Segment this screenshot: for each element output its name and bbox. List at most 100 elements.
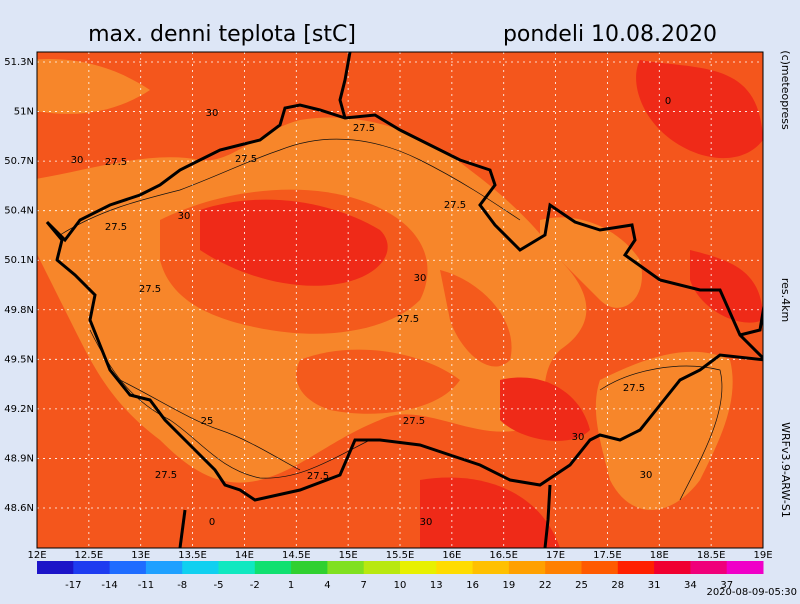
colorbar-label: 28 (611, 580, 624, 591)
lat-label: 50.7N (4, 156, 34, 167)
contour-label: 30 (414, 273, 427, 284)
colorbar-label: 31 (648, 580, 661, 591)
timestamp: 2020-08-09-05:30 (706, 587, 797, 598)
lat-label: 51.3N (4, 57, 34, 68)
colorbar-segment (581, 561, 619, 574)
colorbar-label: 22 (539, 580, 552, 591)
neighbor-borders (178, 52, 763, 548)
contour-label: 27.5 (623, 383, 645, 394)
lon-label: 18.5E (697, 550, 726, 561)
map-date: pondeli 10.08.2020 (503, 22, 717, 47)
map-title: max. denni teplota [stC] (88, 22, 356, 47)
contour-label: 0 (209, 517, 215, 528)
colorbar-label: -2 (250, 580, 260, 591)
colorbar-segment (654, 561, 691, 574)
contour-label: 30 (420, 517, 433, 528)
colorbar-segment (145, 561, 183, 574)
lon-label: 15.5E (386, 550, 415, 561)
model: WRFv3.9-ARW-S1 (779, 422, 792, 518)
contour-label: 30 (206, 108, 219, 119)
lon-label: 12E (27, 550, 46, 561)
colorbar-label: -17 (65, 580, 81, 591)
contour-label: 27.5 (307, 471, 329, 482)
colorbar-segment (218, 561, 256, 574)
contour-label: 27.5 (105, 157, 127, 168)
contour-label: 30 (178, 211, 191, 222)
contour-label: 25 (201, 416, 214, 427)
colorbar-segment (109, 561, 147, 574)
lat-label: 48.6N (4, 503, 34, 514)
contour-label: 27.5 (155, 470, 177, 481)
colorbar-segment (508, 561, 546, 574)
lon-label: 12.5E (75, 550, 104, 561)
lon-labels: 12E 12.5E 13E 13.5E 14E 14.5E 15E 15.5E 16E 16.5E… (27, 550, 772, 561)
colorbar-segment (327, 561, 365, 574)
temperature-field: 30 27.5 27.5 30 27.5 30 27.5 27.5 27.5 30 27.5 25 27… (37, 52, 763, 548)
contour-label: 27.5 (397, 314, 419, 325)
lon-label: 17.5E (593, 550, 622, 561)
colorbar-label: 25 (575, 580, 588, 591)
colorbar-segment (400, 561, 437, 574)
lon-label: 16E (442, 550, 461, 561)
colorbar-label: 19 (503, 580, 516, 591)
colorbar-label: -14 (101, 580, 117, 591)
colorbar-label: 10 (394, 580, 407, 591)
colorbar-segment (545, 561, 582, 574)
colorbar-segment (436, 561, 474, 574)
lon-label: 15E (339, 550, 358, 561)
lon-label: 13E (131, 550, 150, 561)
colorbar-label: 34 (684, 580, 697, 591)
colorbar-label: -11 (138, 580, 154, 591)
colorbar-segment (73, 561, 111, 574)
lon-label: 14.5E (282, 550, 311, 561)
lat-label: 49.8N (4, 305, 34, 316)
lon-label: 13.5E (178, 550, 207, 561)
lat-label: 50.1N (4, 255, 34, 266)
colorbar-label: 7 (361, 580, 367, 591)
contour-label: 27.5 (403, 416, 425, 427)
colorbar-segment (726, 561, 764, 574)
colorbar: -17 -14 -11 -8 -5 -2 1 4 7 10 13 16 19 22 25 28 31 34 37 (37, 561, 764, 591)
colorbar-label: 16 (466, 580, 479, 591)
colorbar-label: -8 (177, 580, 187, 591)
map-frame (36, 51, 764, 549)
colorbar-segment (690, 561, 728, 574)
colorbar-label: 4 (324, 580, 330, 591)
lat-label: 49.5N (4, 354, 34, 365)
contour-label: 30 (71, 155, 84, 166)
colorbar-segment (37, 561, 74, 574)
lon-label: 14E (235, 550, 254, 561)
country-border (45, 103, 763, 502)
contour-label: 27.5 (353, 123, 375, 134)
contour-label: 27.5 (139, 284, 161, 295)
lat-label: 50.4N (4, 206, 34, 217)
lon-label: 19E (753, 550, 772, 561)
contour-labels: 30 27.5 27.5 30 27.5 30 27.5 27.5 27.5 30 27.5 25 27… (71, 96, 672, 528)
colorbar-label: 37 (720, 580, 733, 591)
lon-label: 17E (546, 550, 565, 561)
lon-label: 16.5E (489, 550, 518, 561)
colorbar-segment (254, 561, 292, 574)
very-hot-area (200, 60, 763, 548)
contour-label: 27.5 (105, 222, 127, 233)
colorbar-label: -5 (214, 580, 224, 591)
colorbar-segment (291, 561, 328, 574)
colorbar-segment (182, 561, 219, 574)
colorbar-segment (363, 561, 401, 574)
credit: (c)meteopress (779, 50, 792, 130)
contour-label: 27.5 (444, 200, 466, 211)
lat-labels: 51.3N 51N 50.7N 50.4N 50.1N 49.8N 49.5N 49.2N 48… (4, 57, 34, 514)
colorbar-label: 1 (288, 580, 294, 591)
contour-label: 27.5 (235, 154, 257, 165)
contour-label: 0 (665, 96, 671, 107)
lat-label: 49.2N (4, 404, 34, 415)
lat-label: 51N (14, 107, 34, 118)
colorbar-segment (472, 561, 510, 574)
lat-label: 48.9N (4, 453, 34, 464)
lon-label: 18E (650, 550, 669, 561)
contours (59, 138, 723, 501)
colorbar-segment (617, 561, 655, 574)
contour-label: 30 (640, 470, 653, 481)
colorbar-label: 13 (430, 580, 443, 591)
